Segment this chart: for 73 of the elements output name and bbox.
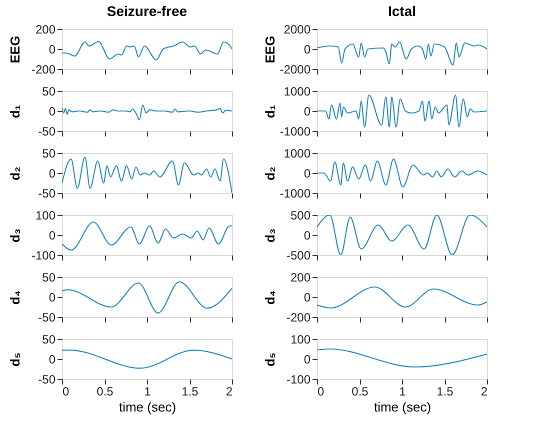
y-tick-label: -50	[38, 186, 56, 200]
y-axis-title: d₄	[262, 290, 278, 305]
y-tick-label: -50	[38, 310, 56, 324]
y-tick-label: 50	[42, 84, 56, 98]
y-tick-label: 0	[304, 352, 311, 366]
y-tick-label: 0	[304, 42, 311, 56]
x-tick-label: 0	[318, 384, 324, 398]
y-tick-label: -200	[31, 62, 56, 76]
line-series	[317, 215, 487, 255]
y-axis-title: d₃	[262, 228, 278, 242]
y-tick-label: 0	[48, 290, 56, 304]
x-tick-label: 0.5	[352, 384, 369, 398]
y-tick-label: -200	[286, 310, 311, 324]
y-tick-label: -100	[31, 248, 56, 262]
y-axis-title: d₁	[8, 104, 22, 118]
y-tick-label: 2000	[284, 22, 311, 36]
y-axis-title: d₂	[8, 166, 22, 180]
chart-title: Seizure-free	[106, 3, 188, 19]
x-tick-label: 1.5	[436, 384, 454, 398]
y-axis-title: d₁	[262, 104, 278, 118]
line-series	[317, 94, 487, 128]
y-tick-label: 0	[48, 166, 56, 180]
x-tick-label: 0.5	[96, 384, 114, 398]
x-tick-label: 1	[144, 384, 152, 398]
line-series	[317, 348, 487, 368]
y-tick-label: 50	[42, 332, 56, 346]
y-tick-label: 0	[48, 42, 56, 56]
x-tick-label: 0	[62, 384, 70, 398]
y-tick-label: -50	[38, 124, 56, 138]
line-series	[317, 41, 487, 66]
y-axis-title: d₃	[8, 228, 22, 242]
line-series	[62, 221, 232, 251]
y-tick-label: -50	[38, 372, 56, 386]
x-axis-title: time (sec)	[374, 400, 432, 414]
y-axis-title: d₅	[8, 352, 22, 366]
line-series	[317, 158, 487, 188]
y-tick-label: -1000	[280, 186, 311, 200]
y-tick-label: 0	[48, 104, 56, 118]
y-tick-label: -100	[286, 372, 311, 386]
y-tick-label: 0	[304, 104, 311, 118]
y-tick-label: 0	[48, 228, 56, 242]
line-series	[62, 156, 232, 193]
y-tick-label: 50	[42, 146, 56, 160]
y-tick-label: -1000	[280, 124, 311, 138]
x-tick-label: 1.5	[182, 384, 199, 398]
y-tick-label: 500	[290, 208, 311, 222]
y-tick-label: 0	[304, 166, 311, 180]
chart-title: Ictal	[388, 3, 416, 19]
y-tick-label: -500	[286, 248, 311, 262]
y-tick-label: 0	[48, 352, 56, 366]
line-series	[62, 40, 232, 61]
y-axis-title: d₄	[8, 290, 22, 305]
line-series	[62, 281, 232, 314]
x-tick-label: 1	[399, 384, 406, 398]
x-axis-title: time (sec)	[118, 400, 176, 414]
y-tick-label: -2000	[280, 62, 311, 76]
y-tick-label: 0	[304, 228, 311, 242]
y-tick-label: 100	[290, 332, 311, 346]
y-axis-title: d₅	[262, 352, 278, 366]
line-series	[317, 286, 487, 309]
y-axis-title: EEG	[262, 36, 278, 64]
y-tick-label: 200	[290, 270, 311, 284]
y-tick-label: 200	[35, 22, 56, 36]
y-tick-label: 1000	[284, 146, 311, 160]
y-axis-title: d₂	[262, 166, 278, 180]
x-tick-label: 2	[226, 384, 233, 398]
y-tick-label: 0	[304, 290, 311, 304]
x-tick-label: 2	[480, 384, 488, 398]
line-series	[62, 104, 232, 120]
y-tick-label: 50	[42, 270, 56, 284]
y-tick-label: 100	[35, 208, 56, 222]
y-tick-label: 1000	[284, 84, 311, 98]
y-axis-title: EEG	[8, 36, 22, 64]
